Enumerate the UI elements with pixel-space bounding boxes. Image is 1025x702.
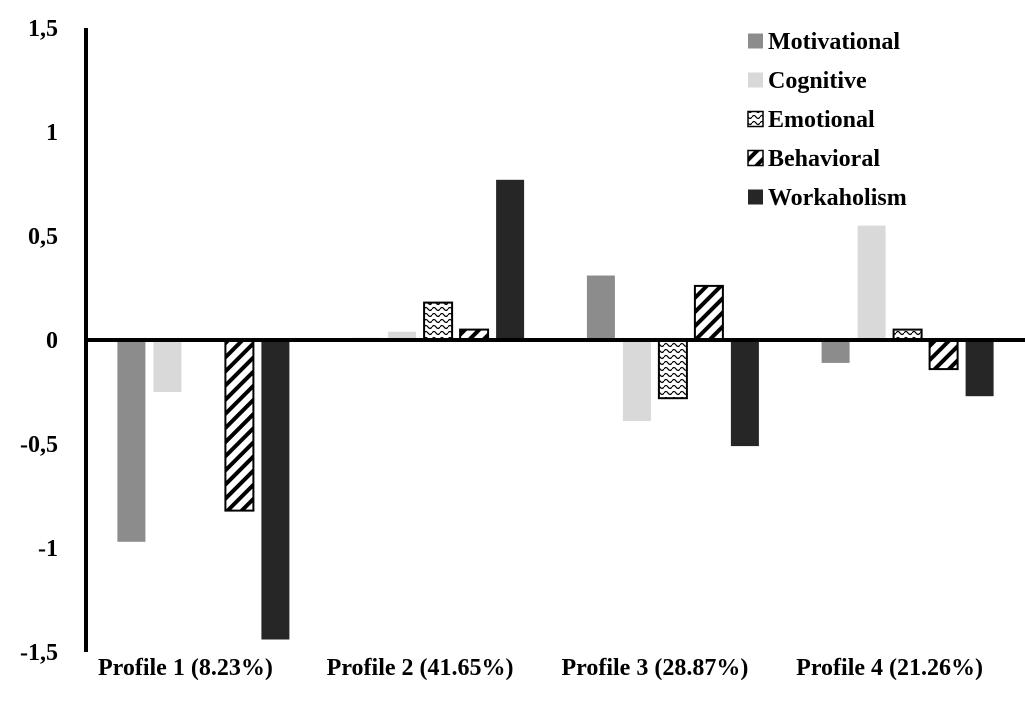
legend-swatch-cognitive (748, 72, 763, 88)
y-tick-label: 1,5 (28, 16, 58, 42)
bar-motivational-3 (586, 275, 615, 340)
legend-swatch-motivational (748, 33, 763, 49)
y-tick-label: -0,5 (20, 432, 58, 458)
legend-label-behavioral: Behavioral (768, 146, 880, 172)
legend: Motivational Cognitive Emotional Behavioral… (747, 29, 907, 211)
bar-workaholism-4 (965, 340, 994, 397)
bar-emotional-3 (657, 339, 688, 400)
legend-swatch-behavioral (747, 149, 764, 167)
bar-cognitive-2 (388, 331, 417, 340)
bar-behavioral-4 (928, 339, 959, 371)
legend-swatch-workaholism (748, 189, 763, 205)
bar-workaholism-1 (261, 340, 290, 640)
bar-behavioral-3 (693, 284, 724, 341)
x-category-label: Profile 1 (8.23%) (98, 655, 273, 681)
bar-cognitive-1 (153, 340, 182, 392)
y-tick-label: 0 (46, 328, 58, 354)
legend-swatch-emotional (747, 110, 764, 128)
x-category-label: Profile 2 (41.65%) (327, 655, 514, 681)
bar-emotional-2 (423, 301, 454, 342)
legend-label-motivational: Motivational (768, 29, 900, 55)
bar-cognitive-3 (622, 340, 651, 422)
bars-layer (117, 179, 994, 640)
bar-workaholism-2 (496, 179, 525, 340)
x-category-label: Profile 3 (28.87%) (561, 655, 748, 681)
bar-motivational-1 (117, 340, 146, 542)
bar-workaholism-3 (730, 340, 759, 447)
bar-motivational-4 (821, 340, 850, 363)
legend-label-cognitive: Cognitive (768, 68, 867, 94)
bar-cognitive-4 (857, 225, 886, 340)
y-tick-label: -1 (38, 536, 58, 562)
bar-behavioral-1 (224, 339, 255, 512)
y-tick-label: 1 (46, 120, 58, 146)
axes-layer (84, 28, 1025, 652)
y-tick-label: -1,5 (20, 640, 58, 666)
legend-label-emotional: Emotional (768, 107, 875, 133)
legend-label-workaholism: Workaholism (768, 185, 907, 211)
labels-layer: 1,5 1 0,5 0 -0,5 -1 -1,5 Profile 1 (8.23%) Profi… (20, 16, 983, 681)
y-tick-label: 0,5 (28, 224, 58, 250)
x-category-label: Profile 4 (21.26%) (796, 655, 983, 681)
